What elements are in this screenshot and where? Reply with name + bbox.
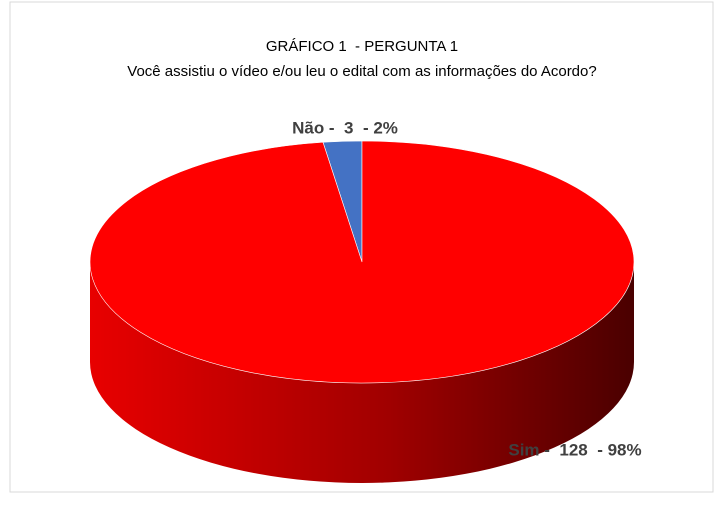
data-label: Sim - 128 - 98% [508, 440, 641, 459]
chart-title: GRÁFICO 1 - PERGUNTA 1 [266, 38, 458, 55]
slice [89, 140, 635, 384]
chart-subtitle: Você assistiu o vídeo e/ou leu o edital … [127, 63, 596, 80]
data-label: Não - 3 - 2% [292, 118, 398, 137]
slice-side [90, 262, 634, 483]
chart-border [9, 1, 714, 493]
